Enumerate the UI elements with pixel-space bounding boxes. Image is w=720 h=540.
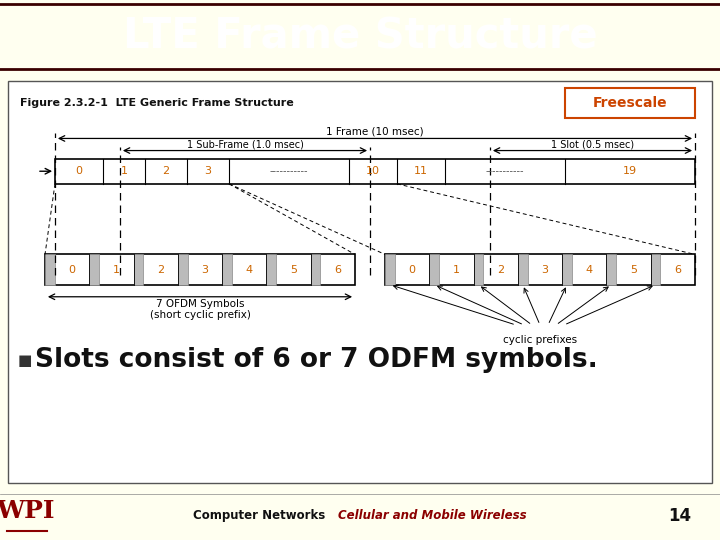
Text: 1: 1 xyxy=(453,265,460,274)
Text: 4: 4 xyxy=(585,265,593,274)
Text: 2: 2 xyxy=(163,166,170,176)
Text: 3: 3 xyxy=(202,265,208,274)
Bar xyxy=(385,254,695,285)
Text: 5: 5 xyxy=(630,265,637,274)
Bar xyxy=(89,254,99,285)
Text: 1 Sub-Frame (1.0 msec): 1 Sub-Frame (1.0 msec) xyxy=(186,139,303,150)
Bar xyxy=(565,88,695,118)
Text: 1 Frame (10 msec): 1 Frame (10 msec) xyxy=(326,126,424,137)
Text: 14: 14 xyxy=(668,507,691,525)
Text: 0: 0 xyxy=(68,265,76,274)
Text: 1 Slot (0.5 msec): 1 Slot (0.5 msec) xyxy=(551,139,634,150)
Text: 0: 0 xyxy=(408,265,415,274)
Bar xyxy=(266,254,276,285)
Text: Cellular and Mobile Wireless: Cellular and Mobile Wireless xyxy=(338,509,526,522)
Text: ■: ■ xyxy=(18,353,32,368)
Text: LTE Frame Structure: LTE Frame Structure xyxy=(122,16,598,57)
Bar xyxy=(45,254,355,285)
Text: Freescale: Freescale xyxy=(593,96,667,110)
Text: (short cyclic prefix): (short cyclic prefix) xyxy=(150,310,251,320)
Text: 11: 11 xyxy=(414,166,428,176)
Text: 2: 2 xyxy=(497,265,504,274)
Text: 3: 3 xyxy=(204,166,212,176)
Text: -----------: ----------- xyxy=(270,166,308,176)
Text: 2: 2 xyxy=(157,265,164,274)
Bar xyxy=(562,254,572,285)
Bar xyxy=(222,254,232,285)
Text: 6: 6 xyxy=(334,265,341,274)
Bar xyxy=(518,254,528,285)
Text: 7 OFDM Symbols: 7 OFDM Symbols xyxy=(156,299,244,309)
Bar xyxy=(429,254,439,285)
Bar xyxy=(55,159,695,184)
Text: 4: 4 xyxy=(246,265,253,274)
Bar xyxy=(606,254,616,285)
Text: Slots consist of 6 or 7 ODFM symbols.: Slots consist of 6 or 7 ODFM symbols. xyxy=(35,347,598,373)
Text: 10: 10 xyxy=(366,166,380,176)
Text: Figure 2.3.2-1  LTE Generic Frame Structure: Figure 2.3.2-1 LTE Generic Frame Structu… xyxy=(20,98,294,108)
Text: WPI: WPI xyxy=(0,499,55,523)
Text: 5: 5 xyxy=(290,265,297,274)
Text: 6: 6 xyxy=(674,265,681,274)
Text: Computer Networks: Computer Networks xyxy=(193,509,325,522)
Text: 3: 3 xyxy=(541,265,549,274)
Text: -----------: ----------- xyxy=(486,166,524,176)
Text: 19: 19 xyxy=(623,166,637,176)
Bar xyxy=(134,254,143,285)
Text: 1: 1 xyxy=(113,265,120,274)
Bar xyxy=(651,254,660,285)
Text: 0: 0 xyxy=(76,166,83,176)
Bar xyxy=(45,254,55,285)
Bar xyxy=(311,254,320,285)
Bar xyxy=(474,254,483,285)
Bar xyxy=(385,254,395,285)
Text: cyclic prefixes: cyclic prefixes xyxy=(503,335,577,345)
Bar xyxy=(178,254,188,285)
Text: 1: 1 xyxy=(120,166,127,176)
